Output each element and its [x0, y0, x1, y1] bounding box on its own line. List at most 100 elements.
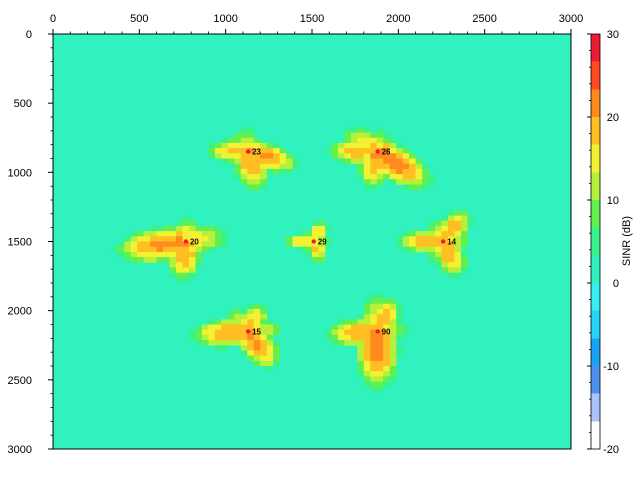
heatmap-cell [130, 246, 138, 253]
heatmap-cell [389, 371, 397, 377]
heatmap-cell [402, 241, 410, 248]
heatmap-cell [201, 236, 209, 242]
heatmap-cell [447, 231, 455, 237]
heatmap-cell [234, 334, 242, 341]
heatmap-cell [441, 262, 449, 268]
heatmap-cell [273, 345, 281, 351]
heatmap-cell [176, 251, 183, 258]
heatmap-cell [447, 251, 455, 258]
colorbar-bar [590, 33, 601, 450]
heatmap-cell [363, 314, 371, 320]
heatmap-cell [331, 142, 339, 149]
heatmap-cell [221, 137, 229, 144]
heatmap-cell [240, 137, 248, 144]
heatmap-cell [188, 334, 196, 341]
heatmap-cell [363, 168, 371, 175]
heatmap-cell [195, 324, 203, 331]
heatmap-cell [428, 241, 436, 248]
heatmap-cell [163, 225, 170, 232]
heatmap-cell [221, 324, 229, 331]
heatmap-cell [435, 241, 442, 248]
heatmap-cell [376, 329, 384, 336]
heatmap-cell [376, 153, 384, 159]
heatmap-cell [182, 246, 190, 253]
heatmap-cell [344, 148, 352, 154]
site-marker [245, 149, 251, 154]
heatmap-cell [208, 324, 216, 331]
heatmap-cell [363, 350, 371, 357]
heatmap-cell [370, 319, 378, 325]
heatmap-cell [124, 246, 132, 253]
heatmap-cell [363, 308, 371, 315]
heatmap-cell [260, 345, 268, 351]
heatmap-cell [234, 127, 242, 133]
heatmap-cell [415, 163, 423, 170]
heatmap-cell [117, 251, 125, 258]
site-marker [375, 329, 380, 334]
heatmap-cell [195, 340, 203, 346]
heatmap-cell [396, 329, 404, 336]
heatmap-cell [428, 257, 436, 263]
heatmap-cell [260, 366, 268, 372]
heatmap-cell [337, 324, 345, 331]
heatmap-cell [130, 231, 138, 237]
heatmap-cell [447, 236, 455, 242]
heatmap-cell [150, 251, 157, 258]
heatmap-cell [188, 246, 196, 253]
heatmap-cell [156, 251, 164, 258]
heatmap-cell [331, 153, 339, 159]
heatmap-cell [357, 137, 365, 144]
heatmap-cell [409, 236, 416, 242]
y-tick-label: 2000 [8, 306, 32, 318]
heatmap-cell [363, 184, 371, 191]
heatmap-cell [396, 236, 404, 242]
heatmap-cell [441, 241, 449, 248]
heatmap-cell [376, 174, 384, 180]
heatmap-cell [240, 334, 248, 341]
heatmap-cell [415, 158, 423, 165]
heatmap-cell [454, 231, 462, 237]
heatmap-cell [415, 246, 423, 253]
heatmap-cell [169, 251, 177, 258]
heatmap-cell [247, 142, 255, 149]
heatmap-cell [344, 334, 352, 341]
heatmap-cell [447, 257, 455, 263]
heatmap-cell [156, 246, 164, 253]
heatmap-cell [376, 142, 384, 149]
heatmap-cell [447, 246, 455, 253]
heatmap-cell [208, 329, 216, 336]
heatmap-cell [370, 381, 378, 388]
heatmap-cell [370, 334, 378, 341]
heatmap-cell [156, 257, 164, 263]
heatmap-cell [253, 345, 261, 351]
heatmap-cell [305, 246, 313, 253]
heatmap-cell [383, 298, 391, 305]
heatmap-cell [208, 246, 216, 253]
heatmap-cell [182, 215, 190, 222]
heatmap-cell [124, 236, 132, 242]
heatmap-cell [383, 350, 391, 357]
heatmap-cell [156, 231, 164, 237]
heatmap-cell [337, 334, 345, 341]
heatmap-cell [143, 231, 151, 237]
heatmap-cell [447, 215, 455, 222]
heatmap-cell [286, 236, 293, 242]
heatmap-cell [409, 174, 416, 180]
heatmap-cell [253, 324, 261, 331]
heatmap-cell [435, 231, 442, 237]
heatmap-cell [337, 329, 345, 336]
heatmap-cell [176, 236, 183, 242]
site-marker [245, 329, 251, 334]
heatmap-cell [318, 251, 326, 258]
heatmap-cell [247, 163, 255, 170]
heatmap-cell [234, 340, 242, 346]
heatmap-cell [396, 324, 404, 331]
heatmap-cell [370, 355, 378, 362]
heatmap-cell [234, 308, 242, 315]
heatmap-cell [383, 345, 391, 351]
heatmap-cell [182, 262, 190, 268]
heatmap-cell [435, 220, 442, 227]
heatmap-cell [376, 324, 384, 331]
heatmap-cell [376, 386, 384, 393]
heatmap-cell [260, 303, 268, 310]
